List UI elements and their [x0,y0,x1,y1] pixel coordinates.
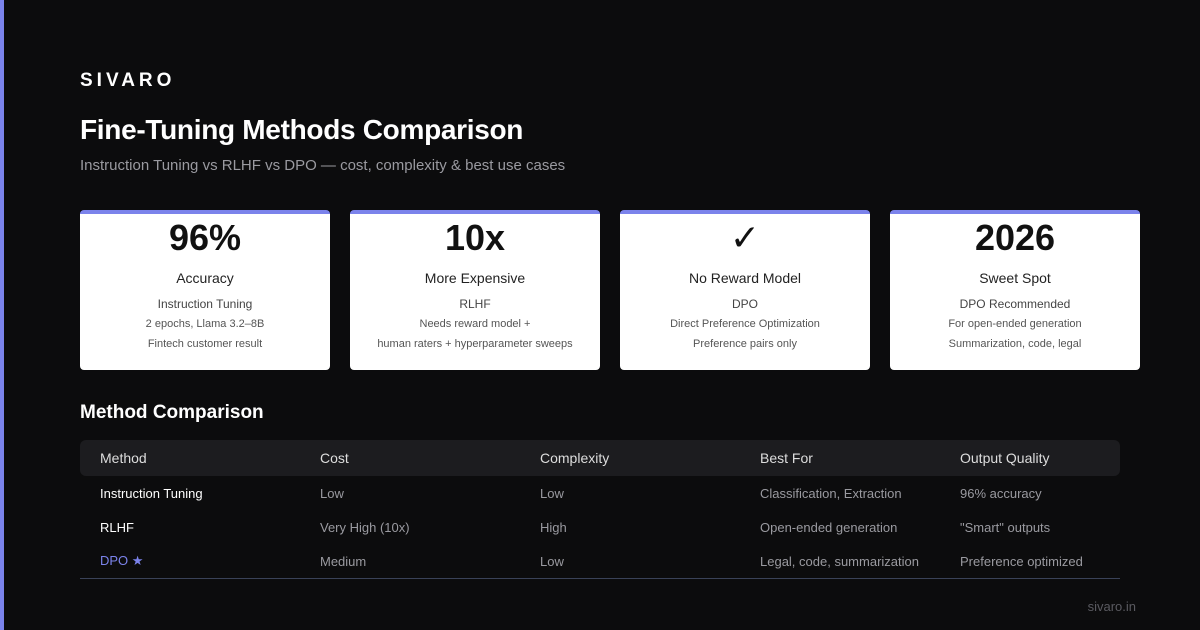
stat-label: Sweet Spot [979,270,1051,286]
table-cell: Preference optimized [960,553,1083,569]
stat-detail: Direct Preference Optimization Preferenc… [620,317,870,351]
check-icon: ✓ [729,217,761,258]
stat-method: DPO [731,297,758,311]
table-cell: Classification, Extraction [760,485,902,501]
stat-detail: For open-ended generation Summarization,… [890,317,1140,351]
stat-detail: Needs reward model + human raters + hype… [350,317,600,351]
table-cell: Medium [320,553,367,569]
stat-detail-line: Preference pairs only [693,338,797,350]
stat-detail-line: Summarization, code, legal [948,338,1082,350]
stat-method: Instruction Tuning [157,297,253,311]
table-cell: Very High (10x) [320,519,410,535]
table-cell: Low [540,485,564,501]
stat-card-sweet-spot: 2026 Sweet Spot DPO Recommended For open… [890,210,1140,370]
stat-method: RLHF [459,297,491,311]
stat-card-no-reward-model: ✓ No Reward Model DPO Direct Preference … [620,210,870,370]
table-row: Instruction Tuning Low Low Classificatio… [80,476,1120,510]
table-row-highlighted: DPO ★ Medium Low Legal, code, summarizat… [80,544,1120,578]
table-header-row: Method Cost Complexity Best For Output Q… [80,440,1120,476]
stat-value: 10x [444,217,506,258]
stat-label: Accuracy [176,270,234,286]
section-title: Method Comparison [80,402,264,423]
stat-value: 2026 [974,217,1056,258]
page-subtitle: Instruction Tuning vs RLHF vs DPO — cost… [80,157,566,174]
stat-detail-line: 2 epochs, Llama 3.2–8B [145,318,265,330]
table-cell: Legal, code, summarization [760,553,919,569]
comparison-table: Method Cost Complexity Best For Output Q… [80,440,1120,579]
footer-url: sivaro.in [1087,599,1136,614]
column-header: Best For [760,450,813,466]
stat-detail-line: human raters + hyperparameter sweeps [377,338,573,350]
stat-detail-line: Needs reward model + [419,318,531,330]
table-cell: Low [320,485,344,501]
stat-label: More Expensive [424,270,526,286]
table-cell: Low [540,553,564,569]
table-row: RLHF Very High (10x) High Open-ended gen… [80,510,1120,544]
table-cell: RLHF [100,519,134,535]
stat-label: No Reward Model [688,270,802,286]
stat-detail-line: For open-ended generation [948,318,1082,330]
column-header: Cost [320,450,349,466]
table-cell: 96% accuracy [960,485,1042,501]
stat-detail-line: Fintech customer result [147,338,263,350]
stat-detail: 2 epochs, Llama 3.2–8B Fintech customer … [80,317,330,351]
stat-value: 96% [168,217,242,258]
column-header: Method [100,450,147,466]
column-header: Output Quality [960,450,1050,466]
table-cell: Instruction Tuning [100,485,203,501]
column-header: Complexity [540,450,610,466]
page-title: Fine-Tuning Methods Comparison [80,114,524,145]
table-cell: Open-ended generation [760,519,898,535]
stat-card-expense: 10x More Expensive RLHF Needs reward mod… [350,210,600,370]
table-cell: DPO ★ [100,553,144,568]
table-cell: "Smart" outputs [960,519,1051,535]
stat-card-accuracy: 96% Accuracy Instruction Tuning 2 epochs… [80,210,330,370]
left-accent-bar [0,0,4,630]
stat-cards: 96% Accuracy Instruction Tuning 2 epochs… [80,210,1140,370]
stat-detail-line: Direct Preference Optimization [670,318,820,330]
table-cell: High [540,519,567,535]
brand-logo: SIVARO [80,70,176,91]
stat-method: DPO Recommended [959,297,1071,311]
